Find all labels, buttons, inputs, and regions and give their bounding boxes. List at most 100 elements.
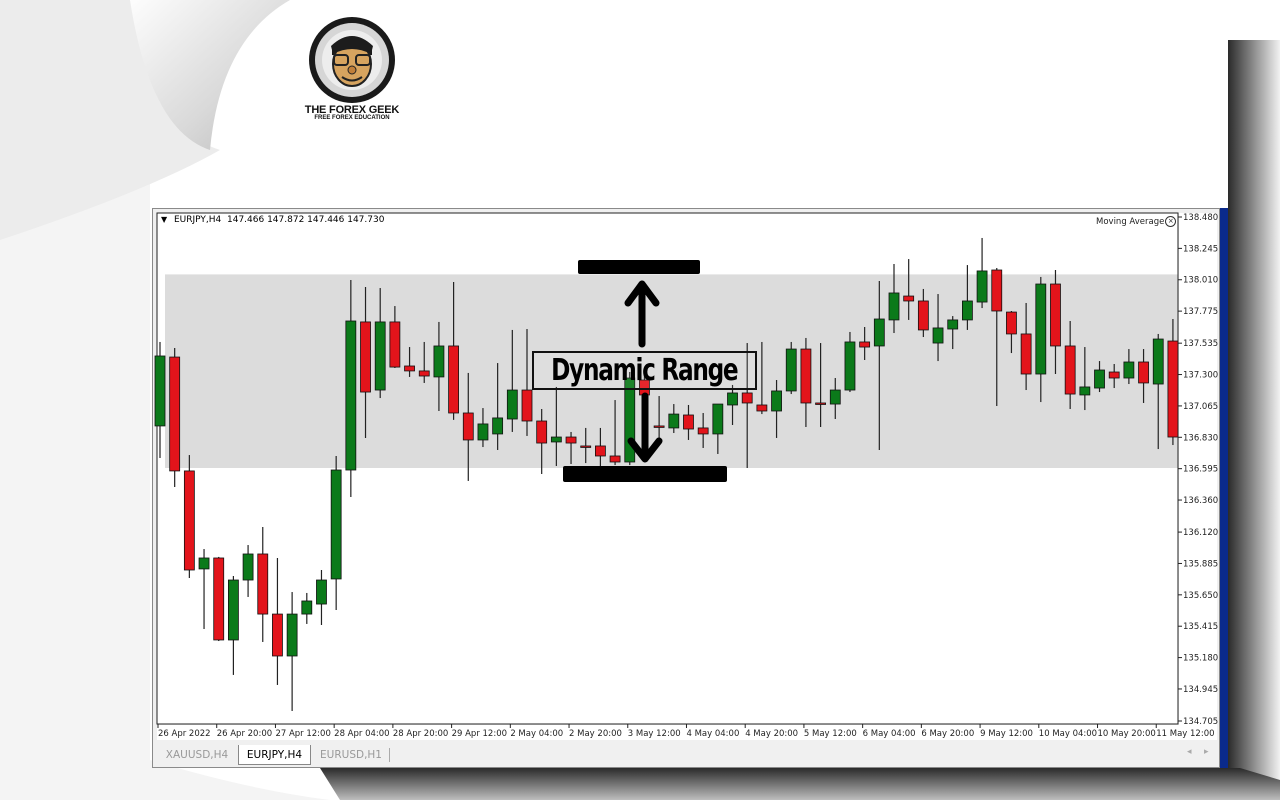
- x-tick-label: 10 May 04:00: [1039, 729, 1097, 739]
- window-accent-bar: [1220, 208, 1228, 768]
- tab-eurjpy-h4[interactable]: EURJPY,H4: [238, 745, 311, 765]
- x-tick-label: 6 May 04:00: [863, 729, 916, 739]
- candle-body-bear: [903, 295, 915, 302]
- price-axis: [1179, 213, 1217, 740]
- candle-body-bull: [286, 613, 298, 657]
- candle: [888, 263, 900, 334]
- y-tick-label: 136.360: [1183, 496, 1218, 506]
- candle: [360, 286, 371, 438]
- candle: [917, 288, 929, 338]
- candle: [756, 341, 768, 415]
- candle: [829, 378, 841, 420]
- x-tick-label: 11 May 12:00: [1156, 729, 1214, 739]
- candle: [697, 412, 709, 448]
- candle-body-bull: [1152, 338, 1164, 385]
- candle: [668, 404, 680, 434]
- candle-body-bull: [198, 557, 210, 570]
- candle-body-bull: [506, 389, 518, 420]
- candle-body-bull: [242, 553, 254, 581]
- candle-body-bull: [330, 469, 342, 580]
- x-tick-label: 26 Apr 20:00: [217, 729, 272, 739]
- candle-body-bear: [536, 420, 548, 444]
- candle: [712, 403, 724, 454]
- candle-body-bear: [1020, 333, 1032, 375]
- candle-body-bull: [374, 321, 386, 391]
- candle: [932, 294, 944, 362]
- candle-body-bull: [316, 579, 327, 605]
- candle-body-bear: [741, 392, 753, 404]
- scroll-left-icon[interactable]: ◂: [1187, 747, 1192, 757]
- x-tick-label: 29 Apr 12:00: [452, 729, 507, 739]
- candle: [859, 327, 871, 360]
- x-tick-label: 5 May 12:00: [804, 729, 857, 739]
- candle: [536, 408, 548, 475]
- candle: [903, 259, 915, 320]
- y-tick-label: 137.065: [1183, 402, 1218, 412]
- candle-body-bull: [1079, 386, 1091, 396]
- candle-body-bull: [727, 392, 738, 406]
- symbol-label: EURJPY,H4: [174, 215, 222, 225]
- y-tick-label: 137.775: [1183, 307, 1218, 317]
- candle-body-bull: [829, 389, 841, 405]
- candle: [433, 321, 445, 411]
- tab-divider: [389, 748, 390, 762]
- candle-body-bull: [976, 270, 988, 303]
- y-tick-label: 137.535: [1183, 339, 1218, 349]
- candle-body-bull: [1123, 361, 1135, 379]
- candle: [242, 545, 254, 597]
- candle: [213, 556, 225, 642]
- x-tick-label: 10 May 20:00: [1098, 729, 1156, 739]
- candle: [609, 400, 621, 466]
- range-bottom-bar: [563, 466, 727, 482]
- scroll-right-icon[interactable]: ▸: [1204, 747, 1209, 757]
- candle: [183, 455, 195, 579]
- y-tick-label: 135.415: [1183, 622, 1218, 632]
- candle-body-bull: [550, 436, 562, 443]
- candle: [1050, 270, 1061, 375]
- candle: [462, 372, 474, 481]
- candle-body-bull: [962, 300, 973, 321]
- dynamic-range-annotation: [563, 260, 727, 482]
- candle: [785, 341, 797, 395]
- candle-body-bull: [888, 292, 900, 321]
- candle: [316, 570, 327, 626]
- candle-body-bear: [800, 348, 812, 404]
- candle-body-bear: [404, 365, 415, 372]
- candle-body-bull: [345, 320, 357, 471]
- candle: [653, 396, 665, 446]
- candle-body-bull: [844, 341, 856, 391]
- candle-body-bear: [1064, 345, 1076, 395]
- caret-down-icon[interactable]: ▼: [161, 215, 168, 224]
- candle-body-bear: [462, 412, 474, 441]
- y-tick-label: 136.595: [1183, 465, 1218, 475]
- candle: [521, 329, 533, 436]
- chart-header: EURJPY,H4 147.466 147.872 147.446 147.73…: [174, 215, 384, 225]
- x-tick-label: 6 May 20:00: [921, 729, 974, 739]
- candle: [580, 427, 592, 464]
- close-circle-icon[interactable]: ×: [1165, 216, 1177, 227]
- candle: [272, 557, 283, 685]
- x-tick-label: 3 May 12:00: [628, 729, 681, 739]
- tab-eurusd-h1[interactable]: EURUSD,H1: [320, 749, 382, 761]
- candle: [345, 280, 357, 497]
- x-tick-label: 26 Apr 2022: [158, 729, 211, 739]
- page-curl-fold: [130, 0, 290, 150]
- candle: [389, 306, 401, 368]
- candle: [1138, 349, 1149, 403]
- candle-body-bear: [756, 404, 768, 412]
- candle-body-bull: [932, 327, 944, 344]
- candle-body-bear: [653, 425, 665, 428]
- candle: [624, 372, 636, 466]
- candle-body-bull: [492, 417, 504, 435]
- candle-body-bear: [595, 445, 606, 457]
- candle: [374, 288, 386, 399]
- candle: [595, 427, 606, 468]
- tab-xauusd-h4[interactable]: XAUUSD,H4: [165, 749, 229, 761]
- candle: [448, 282, 460, 420]
- candle: [492, 363, 504, 450]
- candle-body-bear: [697, 427, 709, 435]
- candle-body-bull: [785, 348, 797, 392]
- dynamic-range-label: Dynamic Range: [532, 351, 757, 390]
- logo-title: THE FOREX GEEK: [304, 104, 400, 116]
